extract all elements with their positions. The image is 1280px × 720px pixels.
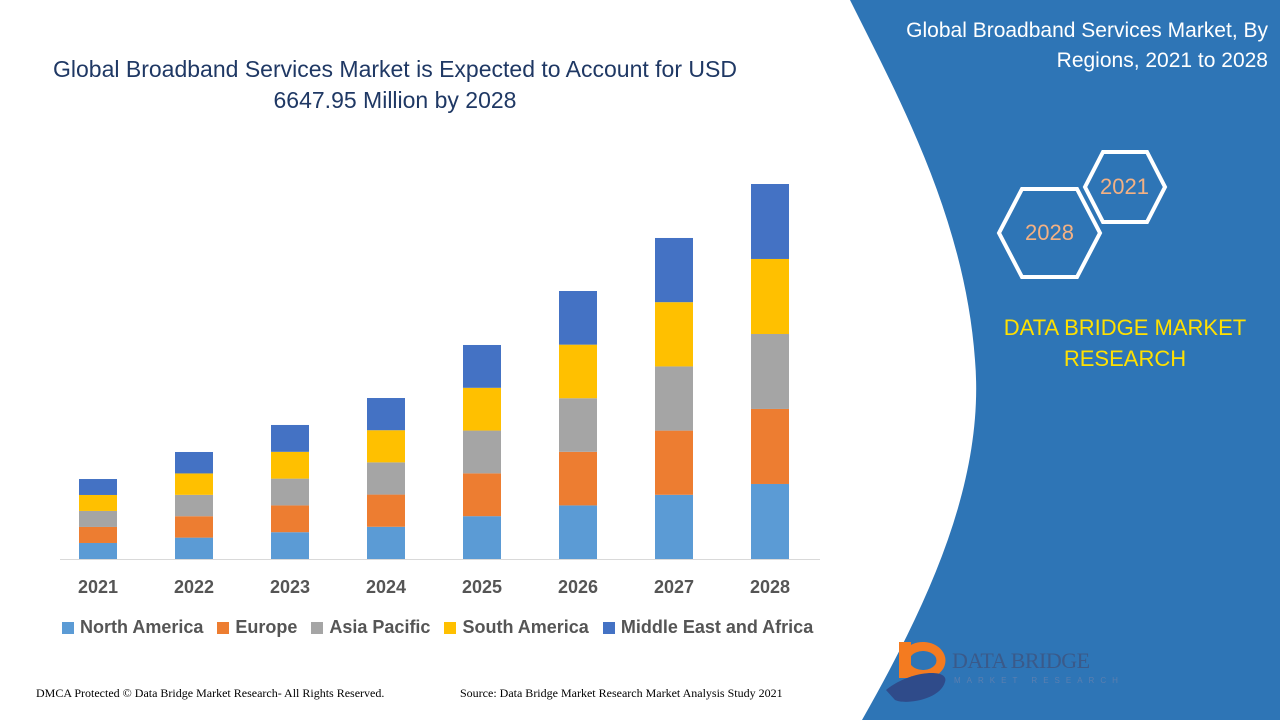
legend-label: Europe <box>235 617 298 637</box>
logo-icon <box>886 642 946 702</box>
x-tick-label: 2026 <box>558 577 598 597</box>
bar-segment-asia-pacific-2021 <box>79 510 117 527</box>
x-tick-label: 2025 <box>462 577 502 597</box>
side-panel-title: Global Broadband Services Market, By Reg… <box>906 19 1268 72</box>
bar-segment-north-america-2028 <box>751 483 789 559</box>
bar-segment-north-america-2024 <box>367 526 405 559</box>
legend-item: Middle East and Africa <box>602 617 814 638</box>
legend-label: Middle East and Africa <box>620 617 814 637</box>
bar-segment-south-america-2024 <box>367 430 405 463</box>
bar-segment-europe-2027 <box>655 430 693 495</box>
bar-segment-europe-2025 <box>463 473 501 517</box>
bar-segment-middle-east-and-africa-2027 <box>655 237 693 303</box>
bar-segment-europe-2024 <box>367 494 405 527</box>
bar-segment-south-america-2023 <box>271 451 309 479</box>
bar-segment-asia-pacific-2027 <box>655 366 693 431</box>
bar-segment-south-america-2025 <box>463 387 501 431</box>
logo-subtext: MARKET RESEARCH <box>954 676 1124 685</box>
legend-swatch <box>444 621 457 634</box>
legend: North America Europe Asia Pacific South … <box>62 617 813 638</box>
bar-segment-europe-2026 <box>559 451 597 506</box>
legend-item: Asia Pacific <box>311 617 430 638</box>
x-tick-label: 2024 <box>366 577 406 597</box>
hex-year-bottom: 2028 <box>1025 220 1074 245</box>
bar-segment-south-america-2027 <box>655 302 693 367</box>
bar-segment-south-america-2028 <box>751 258 789 334</box>
bar-segment-north-america-2026 <box>559 505 597 559</box>
legend-swatch <box>62 621 74 634</box>
legend-item: Europe <box>217 617 297 638</box>
legend-swatch <box>602 621 615 634</box>
hexagon-2021 <box>1082 150 1168 224</box>
x-tick-label: 2028 <box>750 577 790 597</box>
legend-item: South America <box>444 617 589 638</box>
side-panel <box>850 0 1280 720</box>
x-tick-label: 2023 <box>270 577 310 597</box>
bar-segment-north-america-2027 <box>655 494 693 559</box>
bar-segment-north-america-2023 <box>271 532 309 559</box>
bar-segment-middle-east-and-africa-2025 <box>463 344 501 388</box>
legend-label: North America <box>80 617 204 637</box>
bar-segment-north-america-2025 <box>463 516 501 559</box>
hex-year-top: 2021 <box>1100 174 1149 199</box>
legend-swatch <box>217 621 230 634</box>
bar-segment-north-america-2022 <box>175 537 213 559</box>
bar-segment-asia-pacific-2022 <box>175 494 213 517</box>
bar-segment-europe-2021 <box>79 526 117 543</box>
bar-segment-europe-2023 <box>271 505 309 533</box>
hexagon-2028 <box>996 187 1103 279</box>
bar-segment-europe-2028 <box>751 408 789 484</box>
footer-source: Source: Data Bridge Market Research Mark… <box>460 686 783 700</box>
bar-segment-south-america-2021 <box>79 494 117 511</box>
x-tick-label: 2022 <box>174 577 214 597</box>
legend-label: Asia Pacific <box>329 617 431 637</box>
bar-segment-asia-pacific-2028 <box>751 333 789 409</box>
bar-segment-south-america-2022 <box>175 473 213 495</box>
bar-segment-asia-pacific-2024 <box>367 462 405 495</box>
bar-segment-south-america-2026 <box>559 344 597 399</box>
bar-segment-middle-east-and-africa-2026 <box>559 291 597 345</box>
logo-text: DATA BRIDGE <box>952 648 1090 673</box>
legend-swatch <box>311 621 324 634</box>
legend-label: South America <box>462 617 589 637</box>
brand-text: DATA BRIDGE MARKET RESEARCH <box>1003 315 1247 371</box>
footer-copyright: DMCA Protected © Data Bridge Market Rese… <box>36 686 385 700</box>
bar-segment-asia-pacific-2025 <box>463 430 501 474</box>
bar-segment-middle-east-and-africa-2023 <box>271 424 309 452</box>
bar-segment-north-america-2021 <box>79 542 117 559</box>
bar-segment-europe-2022 <box>175 516 213 538</box>
bar-segment-middle-east-and-africa-2028 <box>751 184 789 259</box>
x-tick-label: 2027 <box>654 577 694 597</box>
bar-segment-asia-pacific-2023 <box>271 478 309 506</box>
bar-segment-middle-east-and-africa-2022 <box>175 451 213 474</box>
x-tick-label: 2021 <box>78 577 118 597</box>
legend-item: North America <box>62 617 203 638</box>
bar-segment-middle-east-and-africa-2021 <box>79 479 117 495</box>
bar-segment-asia-pacific-2026 <box>559 398 597 452</box>
bar-segment-middle-east-and-africa-2024 <box>367 398 405 431</box>
chart-title: Global Broadband Services Market is Expe… <box>53 56 737 113</box>
